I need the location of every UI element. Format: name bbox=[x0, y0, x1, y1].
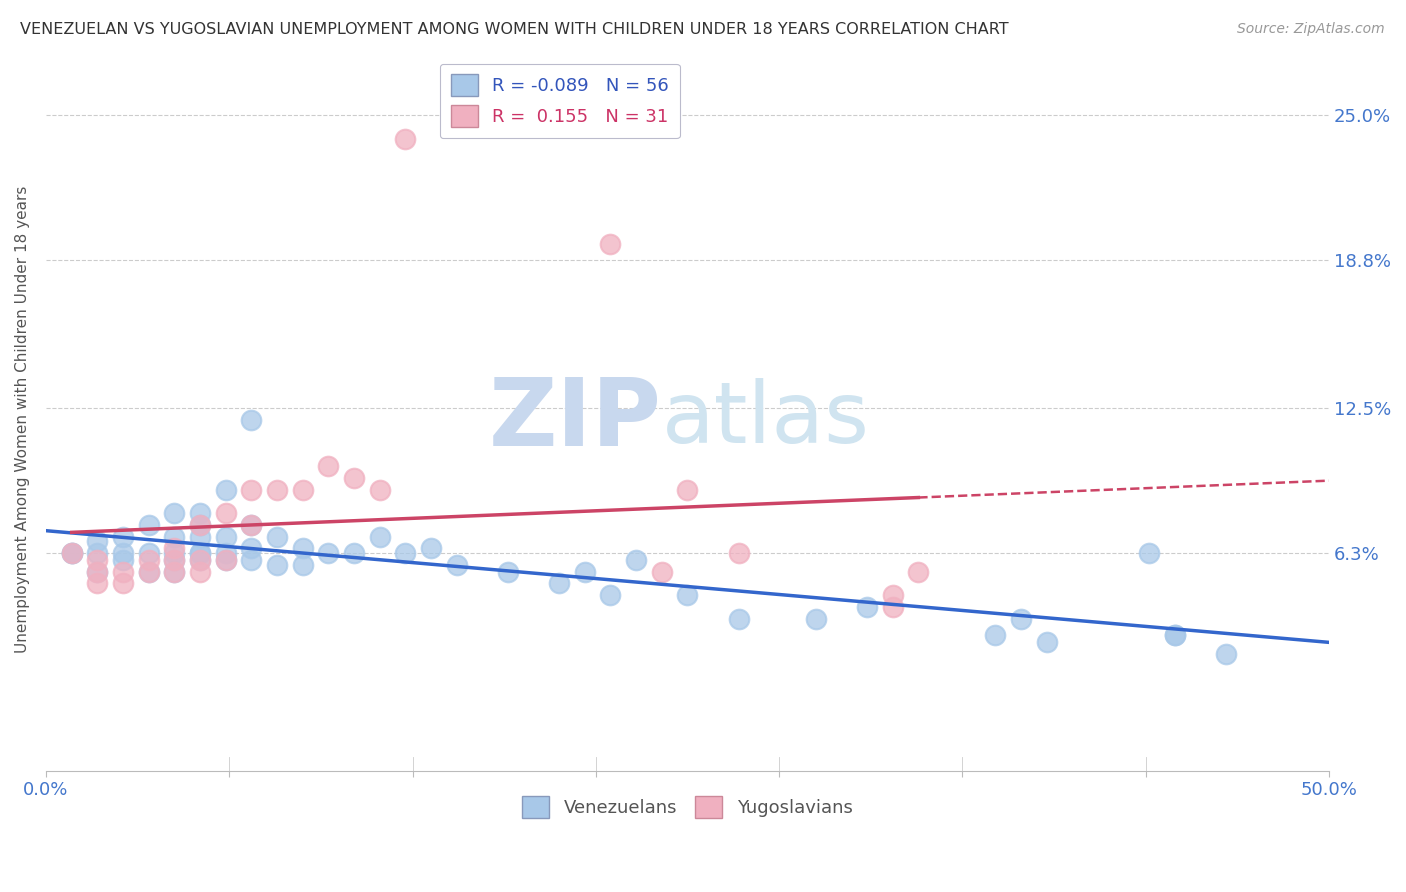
Point bbox=[574, 565, 596, 579]
Point bbox=[907, 565, 929, 579]
Point bbox=[856, 599, 879, 614]
Point bbox=[214, 483, 236, 497]
Point bbox=[163, 506, 186, 520]
Point bbox=[394, 546, 416, 560]
Point bbox=[882, 599, 904, 614]
Point bbox=[86, 534, 108, 549]
Point bbox=[804, 611, 827, 625]
Point bbox=[291, 483, 314, 497]
Point bbox=[138, 565, 160, 579]
Point bbox=[1164, 628, 1187, 642]
Point bbox=[60, 546, 83, 560]
Point bbox=[188, 506, 211, 520]
Point bbox=[266, 558, 288, 572]
Point bbox=[446, 558, 468, 572]
Point bbox=[111, 530, 134, 544]
Point bbox=[188, 565, 211, 579]
Point bbox=[368, 530, 391, 544]
Point bbox=[316, 459, 339, 474]
Point bbox=[240, 517, 263, 532]
Point bbox=[676, 588, 699, 602]
Point bbox=[214, 530, 236, 544]
Point bbox=[984, 628, 1007, 642]
Point bbox=[419, 541, 441, 556]
Point bbox=[240, 412, 263, 426]
Point bbox=[163, 565, 186, 579]
Point bbox=[599, 237, 621, 252]
Point bbox=[188, 546, 211, 560]
Point bbox=[138, 565, 160, 579]
Point bbox=[240, 483, 263, 497]
Point bbox=[214, 553, 236, 567]
Point bbox=[1137, 546, 1160, 560]
Point bbox=[291, 558, 314, 572]
Point bbox=[343, 546, 366, 560]
Point bbox=[111, 553, 134, 567]
Point bbox=[138, 553, 160, 567]
Point bbox=[1164, 628, 1187, 642]
Point bbox=[138, 546, 160, 560]
Point bbox=[240, 517, 263, 532]
Point bbox=[1035, 635, 1057, 649]
Point bbox=[188, 517, 211, 532]
Point bbox=[163, 541, 186, 556]
Point bbox=[651, 565, 673, 579]
Point bbox=[316, 546, 339, 560]
Point bbox=[266, 530, 288, 544]
Text: VENEZUELAN VS YUGOSLAVIAN UNEMPLOYMENT AMONG WOMEN WITH CHILDREN UNDER 18 YEARS : VENEZUELAN VS YUGOSLAVIAN UNEMPLOYMENT A… bbox=[20, 22, 1008, 37]
Point bbox=[138, 517, 160, 532]
Point bbox=[188, 553, 211, 567]
Point bbox=[188, 517, 211, 532]
Point bbox=[214, 553, 236, 567]
Point bbox=[111, 576, 134, 591]
Point bbox=[676, 483, 699, 497]
Point bbox=[86, 565, 108, 579]
Point bbox=[188, 546, 211, 560]
Point bbox=[240, 553, 263, 567]
Point bbox=[214, 546, 236, 560]
Point bbox=[86, 565, 108, 579]
Point bbox=[624, 553, 647, 567]
Point bbox=[60, 546, 83, 560]
Y-axis label: Unemployment Among Women with Children Under 18 years: Unemployment Among Women with Children U… bbox=[15, 186, 30, 653]
Point bbox=[163, 530, 186, 544]
Point bbox=[163, 565, 186, 579]
Point bbox=[882, 588, 904, 602]
Point bbox=[188, 553, 211, 567]
Point bbox=[1010, 611, 1032, 625]
Point bbox=[496, 565, 519, 579]
Text: ZIP: ZIP bbox=[489, 374, 662, 466]
Point bbox=[163, 546, 186, 560]
Point bbox=[86, 553, 108, 567]
Point bbox=[163, 553, 186, 567]
Point bbox=[368, 483, 391, 497]
Point bbox=[1215, 647, 1237, 661]
Point bbox=[240, 541, 263, 556]
Point bbox=[86, 576, 108, 591]
Point bbox=[214, 506, 236, 520]
Point bbox=[291, 541, 314, 556]
Point bbox=[266, 483, 288, 497]
Text: atlas: atlas bbox=[662, 378, 870, 461]
Point bbox=[548, 576, 571, 591]
Point bbox=[394, 132, 416, 146]
Point bbox=[60, 546, 83, 560]
Point bbox=[727, 611, 749, 625]
Point bbox=[727, 546, 749, 560]
Point bbox=[86, 546, 108, 560]
Point bbox=[599, 588, 621, 602]
Text: Source: ZipAtlas.com: Source: ZipAtlas.com bbox=[1237, 22, 1385, 37]
Point bbox=[111, 546, 134, 560]
Point bbox=[163, 553, 186, 567]
Point bbox=[343, 471, 366, 485]
Point bbox=[188, 530, 211, 544]
Point bbox=[111, 565, 134, 579]
Legend: Venezuelans, Yugoslavians: Venezuelans, Yugoslavians bbox=[515, 789, 860, 825]
